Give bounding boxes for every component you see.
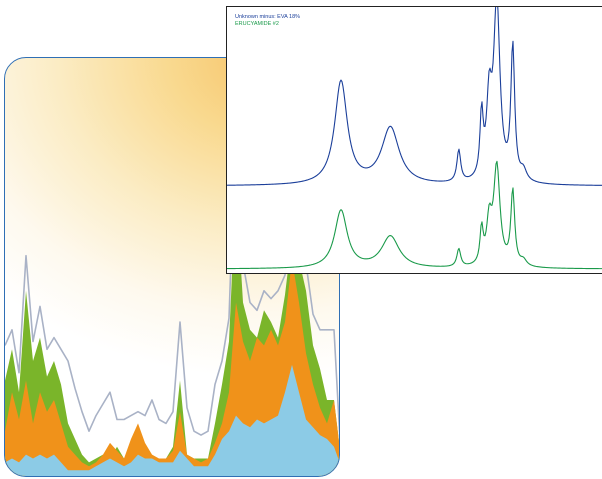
- background-area-chart: [5, 114, 339, 476]
- spectrum-series-1: [227, 7, 602, 186]
- background-series-outline_gray: [5, 114, 339, 437]
- spectrum-chart-panel: Unknown minus: EVA 18% ERUCYAMIDE #2: [226, 6, 602, 274]
- legend-entry-series-2: ERUCYAMIDE #2: [235, 21, 279, 27]
- legend-entry-series-1: Unknown minus: EVA 18%: [235, 14, 301, 20]
- background-series-fill_light_blue: [5, 364, 339, 476]
- spectrum-series-2: [227, 160, 602, 270]
- spectrum-line-chart: [227, 7, 602, 270]
